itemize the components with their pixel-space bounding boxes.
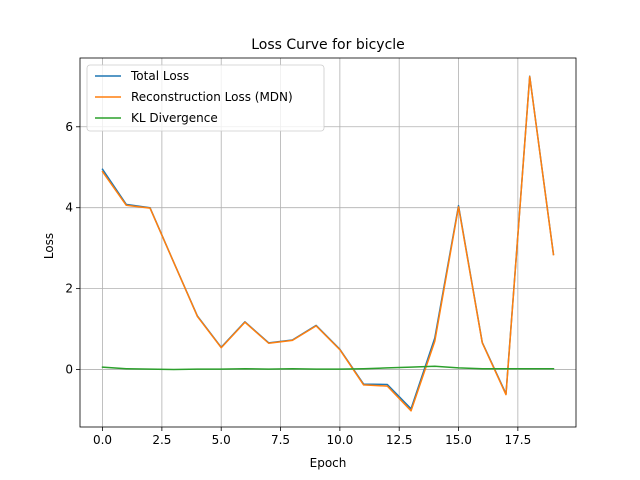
x-tick-label: 0.0 (93, 433, 112, 447)
x-axis-ticks: 0.0 2.5 5.0 7.5 10.0 12.5 15.0 17.5 (93, 427, 531, 447)
y-tick-label: 6 (65, 120, 73, 134)
series-line-1 (101, 75, 555, 412)
x-tick-label: 5.0 (212, 433, 231, 447)
legend-box (86, 64, 325, 132)
legend-label-2: KL Divergence (131, 111, 218, 125)
x-tick-label: 12.5 (386, 433, 413, 447)
legend: Total Loss Reconstruction Loss (MDN) KL Di… (86, 64, 325, 132)
x-axis-label: Epoch (310, 456, 347, 470)
y-axis-ticks: 0 2 4 6 (65, 120, 80, 377)
x-tick-label: 7.5 (271, 433, 290, 447)
y-axis-label: Loss (42, 233, 56, 259)
x-tick-label: 2.5 (152, 433, 171, 447)
y-tick-label: 2 (65, 282, 73, 296)
chart-title: Loss Curve for bicycle (251, 37, 405, 53)
series-lines (101, 75, 555, 412)
y-tick-label: 0 (65, 363, 73, 377)
x-tick-label: 17.5 (504, 433, 531, 447)
legend-label-0: Total Loss (130, 69, 189, 83)
x-tick-label: 15.0 (445, 433, 472, 447)
plot-frame (79, 57, 577, 428)
y-tick-label: 4 (65, 201, 73, 215)
legend-label-1: Reconstruction Loss (MDN) (131, 90, 293, 104)
series-line-2 (101, 365, 555, 371)
x-tick-label: 10.0 (327, 433, 354, 447)
